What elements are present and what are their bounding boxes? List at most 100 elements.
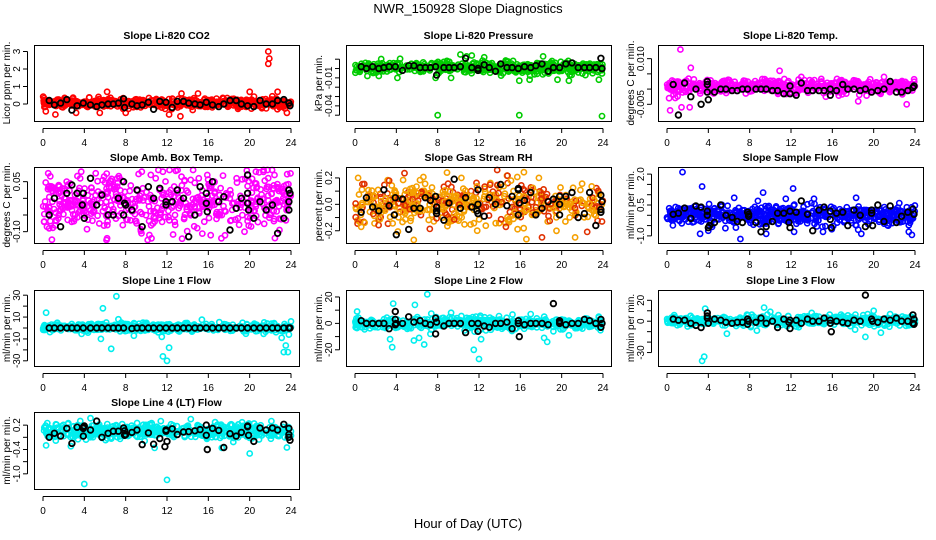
data-point	[671, 94, 679, 102]
y-tick-label: 30	[12, 289, 23, 301]
data-point	[464, 203, 472, 210]
reference-point	[874, 86, 882, 95]
outlier-point	[678, 103, 685, 111]
reference-point	[73, 102, 81, 110]
outlier-point	[165, 344, 173, 352]
x-tick-label: 8	[435, 138, 441, 149]
outlier-point	[527, 310, 535, 318]
outlier-point	[754, 197, 762, 205]
x-tick-label: 16	[203, 138, 215, 149]
data-point	[443, 222, 451, 230]
reference-point	[202, 189, 210, 197]
reference-point	[861, 85, 870, 93]
data-point	[389, 219, 397, 227]
panel-title: Slope Li-820 CO2	[123, 30, 210, 42]
reference-point	[45, 96, 53, 105]
y-tick-label: -0.005	[636, 90, 647, 119]
data-point	[100, 222, 108, 229]
reference-point	[250, 214, 258, 222]
reference-point	[149, 105, 158, 113]
reference-point	[568, 188, 576, 197]
panel-title: Slope Sample Flow	[743, 152, 840, 164]
reference-point	[280, 95, 288, 104]
reference-point	[514, 211, 522, 219]
data-point	[586, 200, 593, 208]
data-point	[369, 210, 377, 218]
data-point	[108, 177, 115, 185]
outlier-point	[908, 231, 916, 239]
reference-point	[268, 100, 277, 108]
data-point	[490, 204, 498, 212]
data-point	[377, 197, 385, 205]
reference-point	[162, 98, 170, 106]
data-point	[868, 84, 875, 92]
outlier-point	[789, 185, 797, 192]
reference-point	[156, 184, 164, 192]
outlier-point	[598, 112, 606, 120]
reference-point	[109, 211, 117, 219]
y-axis-label: Licor ppm per min.	[2, 42, 13, 125]
outlier-point	[176, 112, 184, 120]
outlier-point	[178, 173, 185, 181]
data-point	[171, 221, 179, 229]
panel-4: Slope Amb. Box Temp.degrees C per min.0 4…	[2, 152, 300, 271]
outlier-point	[420, 341, 428, 348]
reference-point	[886, 77, 894, 86]
reference-point	[128, 206, 136, 214]
data-point	[45, 203, 53, 211]
data-point	[233, 174, 240, 182]
y-tick-label: 0.5	[636, 198, 647, 212]
data-point	[444, 180, 452, 188]
y-tick-label: -0.10	[12, 220, 23, 243]
reference-point	[237, 194, 246, 202]
data-point	[523, 206, 531, 214]
data-point	[407, 214, 415, 222]
data-point	[449, 193, 457, 201]
data-point	[45, 207, 53, 214]
data-point	[460, 68, 468, 76]
x-tick-label: 20	[556, 138, 568, 149]
x-tick-label: 0	[352, 260, 358, 271]
data-point	[250, 93, 258, 100]
data-point	[664, 84, 672, 92]
data-point	[504, 172, 511, 180]
outlier-point	[477, 335, 485, 343]
data-point	[722, 224, 729, 232]
data-point	[129, 207, 137, 215]
reference-point	[468, 203, 476, 211]
reference-point	[669, 80, 677, 89]
data-point	[528, 211, 536, 219]
data-point	[55, 181, 63, 189]
x-tick-label: 12	[785, 138, 797, 149]
panel-title: Slope Line 1 Flow	[122, 275, 212, 287]
outlier-point	[165, 111, 173, 118]
reference-point	[244, 206, 253, 214]
reference-point	[63, 95, 71, 104]
outlier-point	[284, 348, 292, 356]
reference-point	[597, 208, 605, 216]
data-point	[73, 98, 81, 105]
data-point	[200, 218, 208, 226]
data-point	[64, 216, 72, 224]
reference-point	[114, 99, 123, 107]
reference-point	[456, 62, 465, 71]
data-point	[198, 316, 206, 324]
outlier-point	[598, 218, 606, 225]
data-point	[358, 201, 366, 209]
reference-point	[114, 194, 123, 202]
data-point	[774, 220, 782, 228]
data-point	[705, 200, 713, 208]
outlier-point	[96, 109, 104, 117]
data-point	[473, 227, 481, 235]
reference-point	[527, 188, 535, 197]
data-point	[413, 189, 421, 197]
y-tick-label: 2.0	[636, 167, 647, 181]
outlier-point	[353, 308, 361, 315]
data-point	[443, 211, 450, 219]
reference-point	[226, 226, 234, 234]
data-point	[131, 198, 139, 206]
data-point	[538, 194, 546, 202]
outlier-point	[385, 177, 393, 184]
outlier-point	[363, 72, 371, 80]
x-tick-label: 12	[161, 260, 173, 271]
